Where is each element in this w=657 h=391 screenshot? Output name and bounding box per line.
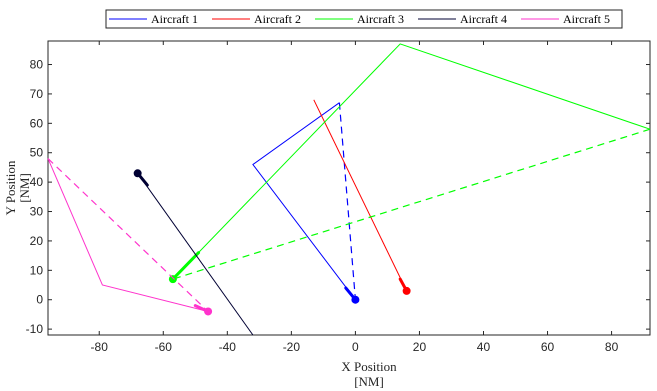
legend-label-5: Aircraft 5 (563, 12, 610, 26)
y-tick-label-0: -10 (26, 322, 44, 336)
series-aircraft-2 (313, 99, 411, 295)
legend-label-3: Aircraft 3 (357, 12, 404, 26)
y-tick-label-3: 20 (30, 234, 44, 248)
plot-frame (47, 40, 651, 336)
aircraft-4-path (137, 173, 254, 336)
aircraft-3-return-path (172, 128, 651, 280)
aircraft-1-path (252, 102, 356, 301)
aircraft-1-return-path (338, 102, 356, 300)
y-tick-label-6: 50 (30, 146, 44, 160)
y-axis-label: Y Position (3, 160, 18, 215)
legend-label-1: Aircraft 1 (151, 12, 198, 26)
series-aircraft-3 (168, 43, 651, 284)
x-tick-label-6: 40 (477, 340, 491, 354)
aircraft-5-marker (204, 307, 213, 316)
y-axis-unit: [NM] (17, 173, 32, 203)
aircraft-5-return-path (47, 158, 209, 312)
legend: Aircraft 1 Aircraft 2 Aircraft 3 Aircraft 4… (105, 9, 623, 29)
legend-label-2: Aircraft 2 (254, 12, 301, 26)
x-axis-label: X Position (341, 359, 397, 374)
series-aircraft-5 (47, 158, 213, 316)
y-tick-label-4: 30 (30, 205, 44, 219)
x-tick-label-3: -20 (283, 340, 301, 354)
y-tick-label-7: 60 (30, 116, 44, 130)
series-layer (47, 43, 651, 336)
axis-labels: X Position [NM] Y Position [NM] (3, 160, 397, 389)
x-tick-label-1: -60 (155, 340, 173, 354)
x-tick-label-4: 0 (352, 340, 359, 354)
x-tick-label-8: 80 (605, 340, 619, 354)
legend-box (105, 9, 623, 29)
series-aircraft-1 (252, 102, 360, 304)
x-tick-label-5: 20 (413, 340, 427, 354)
aircraft-5-path (47, 158, 209, 312)
aircraft-2-marker (402, 286, 411, 295)
y-tick-label-2: 10 (30, 263, 44, 277)
y-tick-label-9: 80 (30, 58, 44, 72)
x-tick-label-0: -80 (91, 340, 109, 354)
y-axis: -10 0 10 20 30 40 50 60 70 80 (26, 58, 650, 336)
y-tick-label-1: 0 (36, 293, 43, 307)
aircraft-3-marker (168, 275, 177, 284)
series-aircraft-4 (133, 169, 254, 336)
y-tick-label-8: 70 (30, 87, 44, 101)
aircraft-4-marker (133, 169, 142, 178)
aircraft-1-marker (351, 295, 360, 304)
y-tick-label-5: 40 (30, 175, 44, 189)
x-tick-label-7: 60 (541, 340, 555, 354)
aircraft-3-heading (171, 251, 200, 281)
x-axis-unit: [NM] (354, 374, 384, 389)
plot-area (47, 40, 651, 336)
x-axis: -80 -60 -40 -20 0 20 40 60 80 (91, 41, 619, 354)
aircraft-2-path (313, 99, 408, 292)
legend-label-4: Aircraft 4 (460, 12, 507, 26)
x-tick-label-2: -40 (219, 340, 237, 354)
aircraft-3-path (172, 43, 651, 280)
